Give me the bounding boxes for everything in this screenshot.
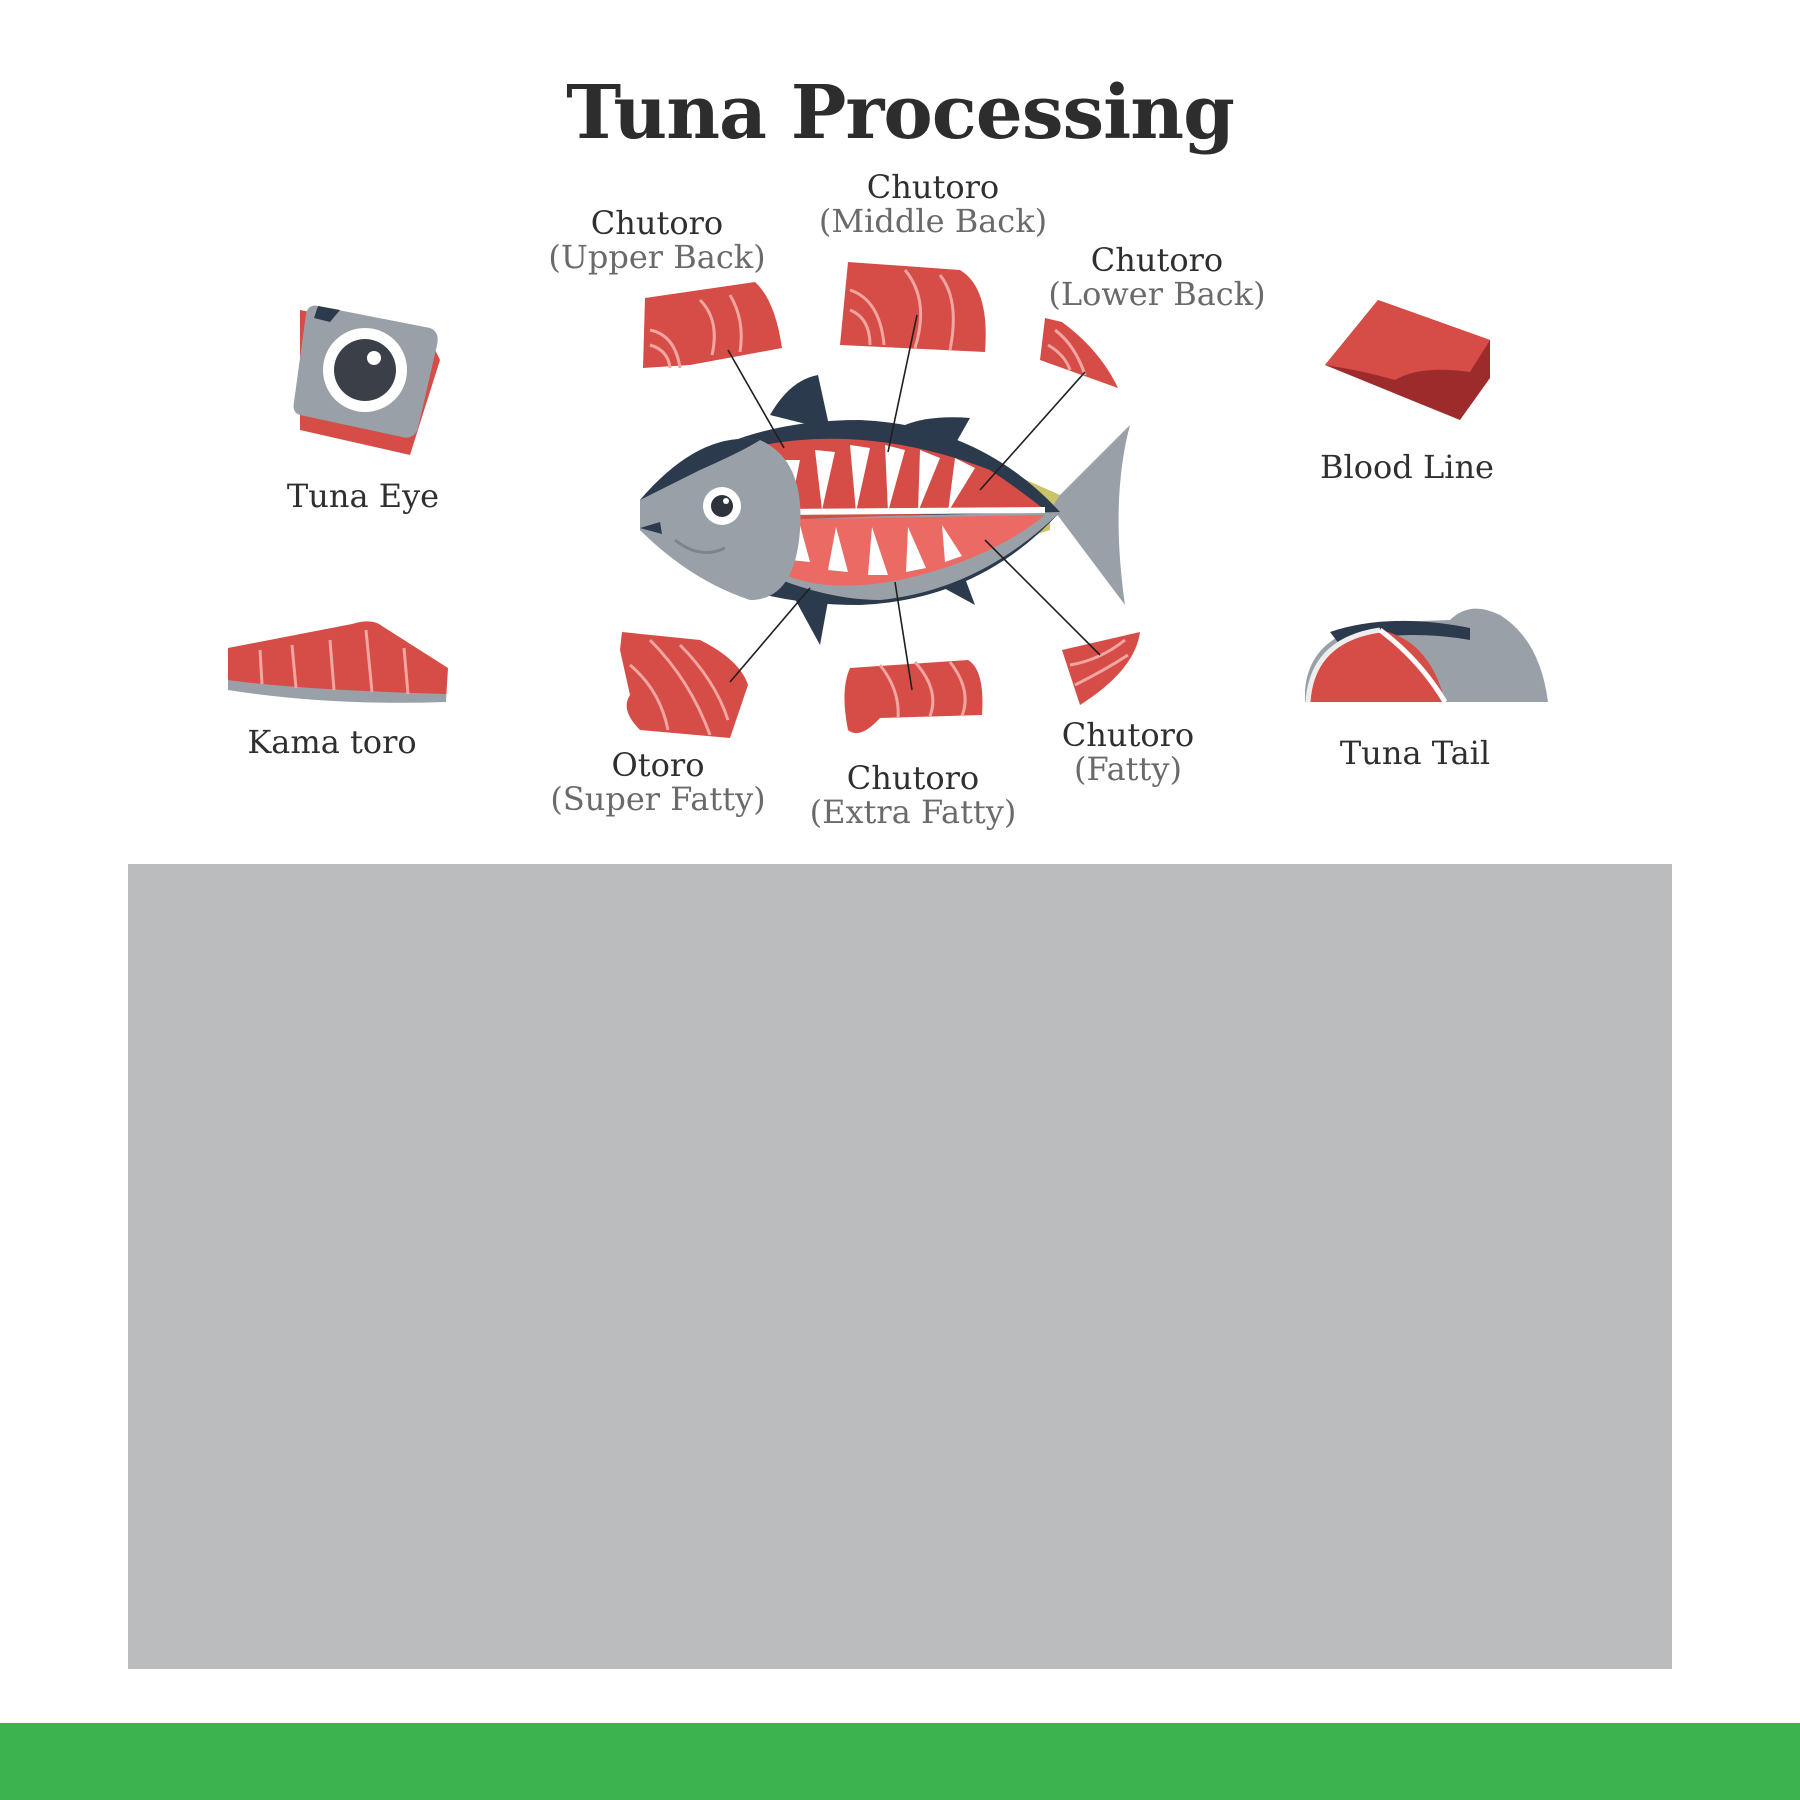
leader-upper-back — [727, 349, 785, 449]
label-middle-back: Chutoro (Middle Back) — [819, 170, 1047, 238]
tuna-eye-piece — [293, 305, 440, 455]
middle-back-cut — [840, 262, 986, 352]
footer-bar — [0, 1723, 1800, 1800]
label-middle-back-name: Chutoro — [866, 168, 1000, 206]
label-super-fatty-detail: (Super Fatty) — [550, 780, 766, 818]
label-lower-back: Chutoro (Lower Back) — [1048, 243, 1265, 311]
label-fatty-detail: (Fatty) — [1074, 750, 1182, 788]
fatty-cut — [1062, 632, 1140, 705]
label-super-fatty-name: Otoro — [611, 746, 705, 784]
leader-super-fatty — [729, 587, 811, 683]
label-fatty-name: Chutoro — [1061, 716, 1195, 754]
content-panel — [128, 864, 1672, 1669]
label-blood-line: Blood Line — [1320, 448, 1494, 486]
leader-extra-fatty — [894, 581, 913, 691]
label-tuna-eye: Tuna Eye — [286, 477, 440, 515]
label-kama-toro: Kama toro — [247, 723, 417, 761]
label-fatty: Chutoro (Fatty) — [1062, 718, 1194, 786]
page-title: Tuna Processing — [566, 70, 1235, 156]
leader-middle-back — [887, 314, 918, 453]
blood-line-piece — [1325, 300, 1490, 420]
label-upper-back: Chutoro (Upper Back) — [548, 206, 765, 274]
label-upper-back-name: Chutoro — [590, 204, 724, 242]
leader-fatty — [984, 539, 1101, 656]
label-extra-fatty-detail: (Extra Fatty) — [809, 793, 1017, 831]
label-super-fatty: Otoro (Super Fatty) — [550, 748, 765, 816]
kama-toro-piece — [228, 621, 448, 703]
leader-lines — [727, 314, 1101, 691]
label-middle-back-detail: (Middle Back) — [818, 202, 1048, 240]
super-fatty-cut — [620, 632, 748, 738]
upper-back-cut — [643, 282, 782, 369]
lower-back-cut — [1040, 318, 1118, 388]
label-tuna-tail: Tuna Tail — [1339, 734, 1491, 772]
leader-lower-back — [979, 371, 1086, 491]
label-extra-fatty: Chutoro (Extra Fatty) — [810, 761, 1017, 829]
label-lower-back-detail: (Lower Back) — [1048, 275, 1266, 313]
extra-fatty-cut — [844, 660, 983, 734]
label-lower-back-name: Chutoro — [1090, 241, 1224, 279]
tuna-tail-piece — [1305, 608, 1548, 704]
label-upper-back-detail: (Upper Back) — [548, 238, 766, 276]
label-extra-fatty-name: Chutoro — [846, 759, 980, 797]
tuna-fish — [640, 375, 1130, 645]
